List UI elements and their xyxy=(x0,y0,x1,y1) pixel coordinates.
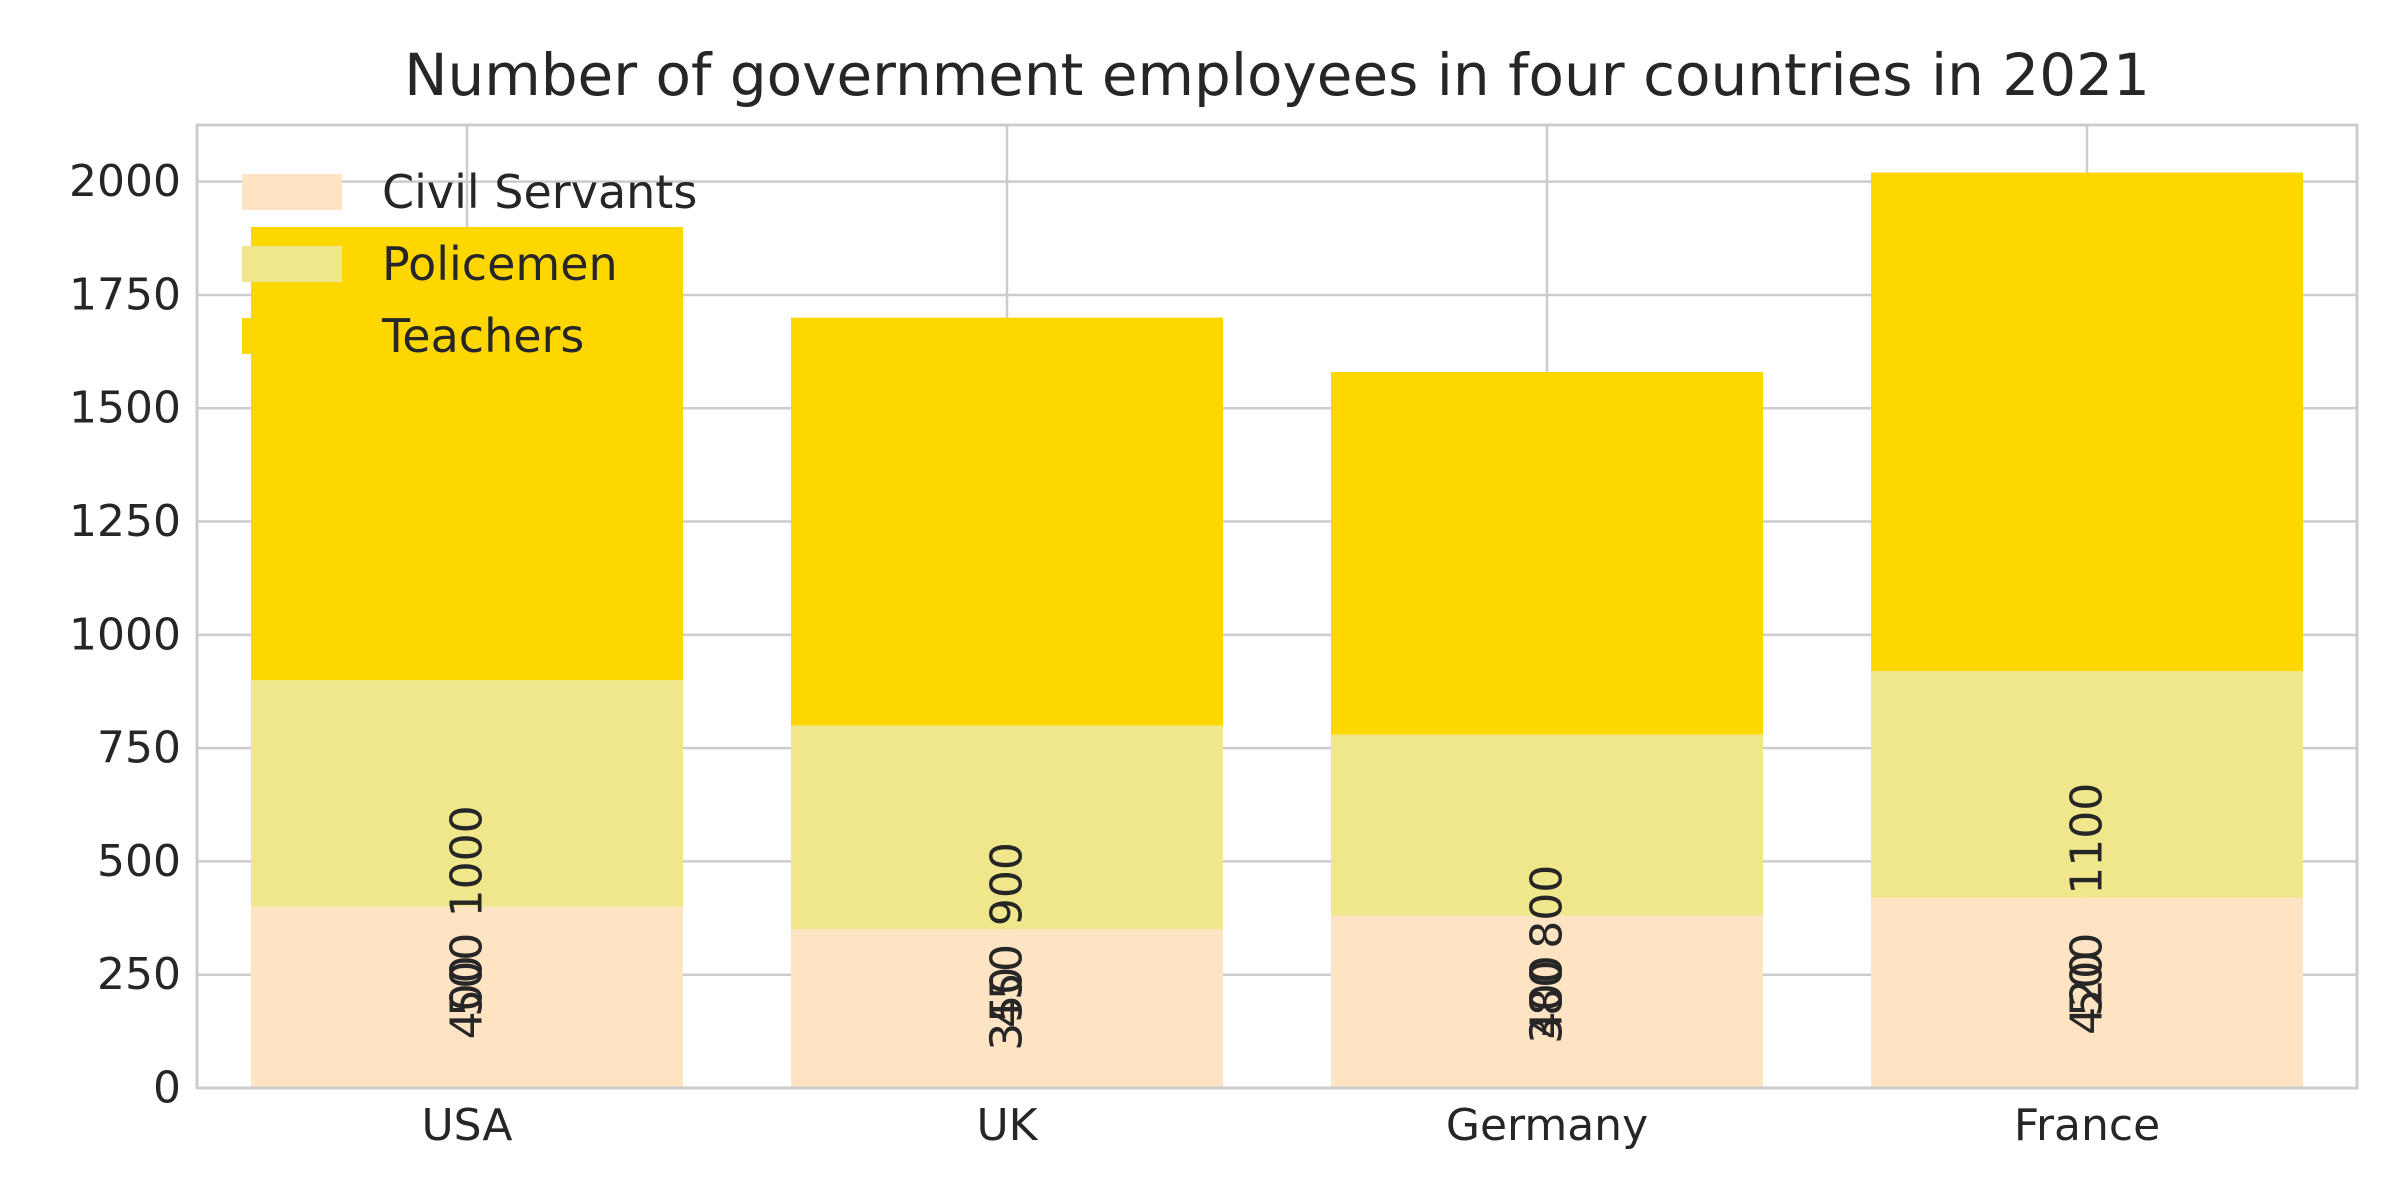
x-tick-label: UK xyxy=(976,1100,1038,1151)
y-tick-label: 1750 xyxy=(69,269,181,320)
x-tick-label: USA xyxy=(421,1100,512,1151)
y-tick-label: 250 xyxy=(97,949,181,1000)
legend-swatch-civil-servants xyxy=(242,174,342,210)
bar-civil-servants-uk xyxy=(791,929,1223,1088)
legend-label: Teachers xyxy=(381,309,584,363)
bar-teachers-germany xyxy=(1331,371,1763,735)
data-label: 900 xyxy=(982,842,1033,926)
bar-teachers-usa xyxy=(251,226,683,681)
y-tick-label: 1500 xyxy=(69,383,181,434)
data-label: 400 xyxy=(1522,955,1573,1039)
x-tick-label: France xyxy=(2014,1100,2160,1151)
legend-label: Policemen xyxy=(382,237,618,291)
bar-teachers-uk xyxy=(791,317,1223,726)
data-label: 500 xyxy=(2062,933,2113,1017)
y-tick-label: 0 xyxy=(153,1063,181,1114)
legend-swatch-policemen xyxy=(242,246,342,282)
bars-layer xyxy=(251,172,2303,1088)
bar-policemen-uk xyxy=(791,725,1223,930)
legend: Civil Servants Policemen Teachers xyxy=(242,165,697,363)
data-label: 800 xyxy=(1522,865,1573,949)
legend-swatch-teachers xyxy=(242,318,342,354)
data-label: 420 xyxy=(2062,951,2113,1035)
axes-layer: 0 250 500 750 1000 1250 1500 1750 2000 USA UK Germa… xyxy=(69,123,2359,1151)
y-tick-label: 750 xyxy=(97,723,181,774)
bar-policemen-france xyxy=(1871,671,2303,898)
bar-policemen-germany xyxy=(1331,734,1763,916)
data-label: 1100 xyxy=(2062,783,2113,895)
bar-civil-servants-france xyxy=(1871,897,2303,1088)
chart-title: Number of government employees in four c… xyxy=(404,41,2150,109)
data-label: 400 xyxy=(442,955,493,1039)
bar-civil-servants-germany xyxy=(1331,915,1763,1088)
legend-label: Civil Servants xyxy=(382,165,697,219)
data-label: 1000 xyxy=(442,805,493,917)
data-label: 500 xyxy=(442,933,493,1017)
bar-teachers-france xyxy=(1871,172,2303,672)
data-label: 380 xyxy=(1522,960,1573,1044)
y-tick-label: 500 xyxy=(97,836,181,887)
bar-civil-servants-usa xyxy=(251,906,683,1088)
x-tick-label: Germany xyxy=(1446,1100,1648,1151)
data-label: 350 xyxy=(982,967,1033,1051)
plot-frame xyxy=(195,123,2359,1090)
data-label: 450 xyxy=(982,944,1033,1028)
bar-policemen-usa xyxy=(251,680,683,907)
y-tick-label: 1000 xyxy=(69,609,181,660)
y-tick-label: 1250 xyxy=(69,496,181,547)
y-tick-label: 2000 xyxy=(69,156,181,207)
